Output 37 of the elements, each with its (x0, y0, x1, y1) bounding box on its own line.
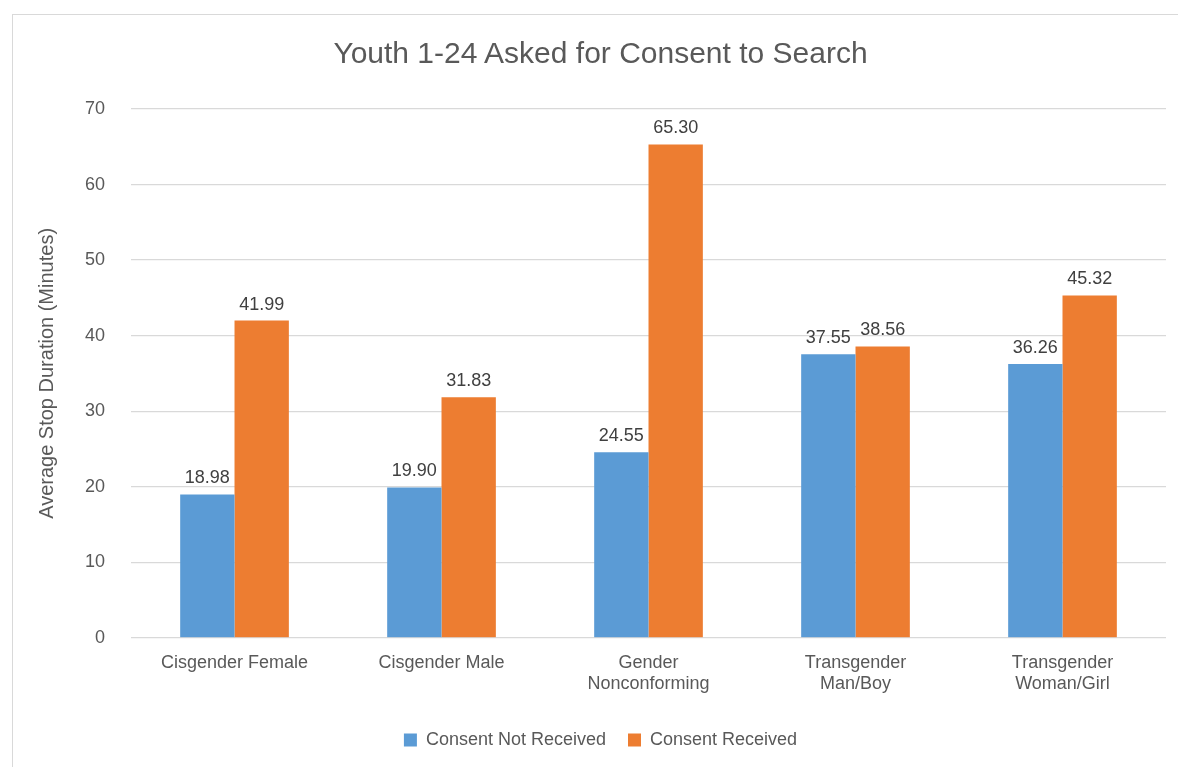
data-label: 19.90 (391, 460, 437, 481)
data-label: 18.98 (184, 467, 230, 488)
data-label: 38.56 (860, 319, 906, 340)
x-tick-label: Cisgender Male (378, 651, 505, 672)
y-tick-label: 20 (84, 475, 106, 496)
data-label: 45.32 (1067, 268, 1113, 289)
y-tick-label: 40 (84, 324, 106, 345)
x-tick-label: Cisgender Female (160, 651, 309, 672)
bar (594, 452, 649, 638)
y-tick-label: 30 (84, 400, 106, 421)
bar (801, 354, 856, 638)
data-label: 37.55 (805, 327, 851, 348)
legend-label: Consent Not Received (425, 728, 607, 749)
x-tick-label: Transgender Man/Boy (804, 651, 907, 694)
bar (387, 487, 442, 638)
y-tick-label: 0 (95, 626, 106, 647)
bar (441, 397, 496, 638)
bar (648, 144, 703, 638)
y-tick-label: 70 (84, 97, 106, 118)
x-tick-label: Transgender Woman/Girl (1011, 651, 1114, 694)
bar (1062, 295, 1117, 638)
bar (234, 320, 289, 638)
chart-title: Youth 1-24 Asked for Consent to Search (333, 36, 868, 70)
y-tick-label: 50 (84, 249, 106, 270)
y-axis-title: Average Stop Duration (Minutes) (34, 227, 57, 519)
y-tick-label: 60 (84, 173, 106, 194)
data-label: 41.99 (239, 293, 285, 314)
bar (180, 494, 235, 638)
y-tick-label: 10 (84, 551, 106, 572)
bar (1008, 363, 1063, 638)
data-label: 31.83 (446, 370, 492, 391)
x-tick-label: Gender Nonconforming (587, 651, 710, 694)
data-label: 24.55 (598, 425, 644, 446)
data-label: 36.26 (1012, 336, 1058, 357)
bar (855, 346, 910, 638)
legend-label: Consent Received (650, 728, 798, 749)
data-label: 65.30 (653, 117, 699, 138)
